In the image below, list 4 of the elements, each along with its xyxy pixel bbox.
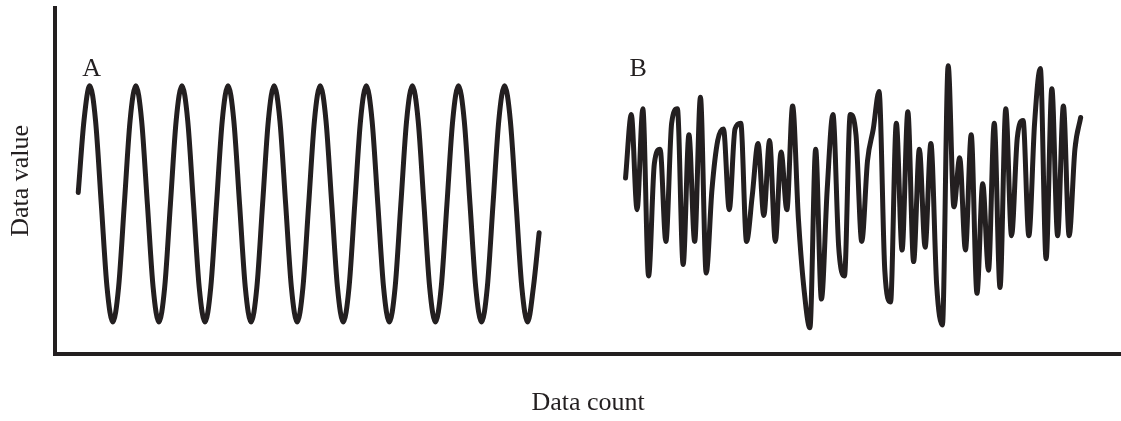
series-label: B — [629, 53, 647, 82]
x-axis-title: Data count — [531, 387, 646, 417]
y-axis-title: Data value — [5, 124, 35, 237]
series-label: A — [82, 53, 102, 82]
